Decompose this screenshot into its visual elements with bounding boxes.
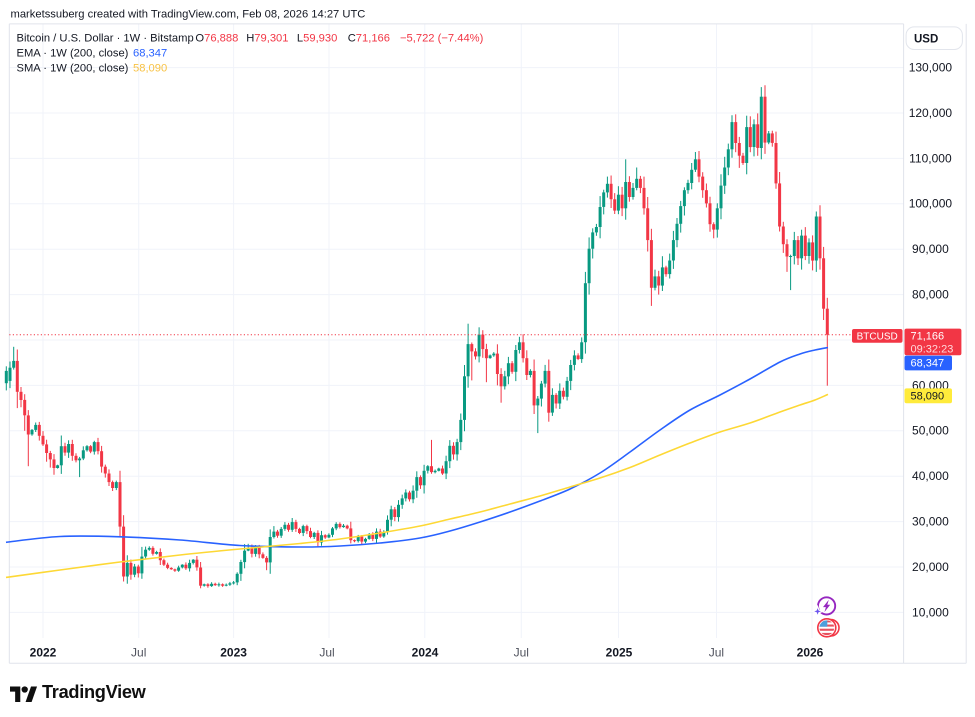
svg-text:Bitcoin / U.S. Dollar · 1W · B: Bitcoin / U.S. Dollar · 1W · Bitstamp xyxy=(17,33,194,45)
svg-text:marketssuberg created with Tra: marketssuberg created with TradingView.c… xyxy=(11,8,366,20)
svg-text:2023: 2023 xyxy=(220,646,247,660)
svg-text:2025: 2025 xyxy=(606,646,633,660)
svg-text:C71,166: C71,166 xyxy=(348,33,390,45)
svg-text:71,166: 71,166 xyxy=(911,330,945,342)
svg-text:−5,722 (−7.44%): −5,722 (−7.44%) xyxy=(400,33,484,45)
svg-text:2022: 2022 xyxy=(30,646,57,660)
svg-text:100,000: 100,000 xyxy=(909,197,953,211)
svg-text:2026: 2026 xyxy=(797,646,824,660)
svg-text:USD: USD xyxy=(914,33,938,45)
svg-text:Jul: Jul xyxy=(514,646,529,660)
svg-text:30,000: 30,000 xyxy=(912,515,949,529)
svg-text:120,000: 120,000 xyxy=(909,106,953,120)
svg-text:L59,930: L59,930 xyxy=(297,33,337,45)
svg-text:Jul: Jul xyxy=(709,646,724,660)
svg-text:110,000: 110,000 xyxy=(909,151,952,165)
svg-text:68,347: 68,347 xyxy=(911,358,945,370)
svg-text:EMA · 1W (200, close): EMA · 1W (200, close) xyxy=(17,48,129,60)
svg-text:68,347: 68,347 xyxy=(133,48,167,60)
svg-text:Jul: Jul xyxy=(319,646,334,660)
svg-text:10,000: 10,000 xyxy=(912,605,949,619)
svg-text:09:32:23: 09:32:23 xyxy=(911,344,954,356)
svg-text:58,090: 58,090 xyxy=(911,391,945,403)
svg-text:40,000: 40,000 xyxy=(912,469,949,483)
svg-text:130,000: 130,000 xyxy=(909,61,953,75)
svg-text:50,000: 50,000 xyxy=(912,424,949,438)
svg-text:90,000: 90,000 xyxy=(912,242,949,256)
svg-text:O76,888: O76,888 xyxy=(195,33,238,45)
svg-text:80,000: 80,000 xyxy=(912,288,949,302)
svg-text:BTCUSD: BTCUSD xyxy=(857,331,898,342)
svg-text:2024: 2024 xyxy=(412,646,439,660)
svg-text:H79,301: H79,301 xyxy=(246,33,288,45)
svg-text:SMA · 1W (200, close): SMA · 1W (200, close) xyxy=(17,63,129,75)
svg-text:TradingView: TradingView xyxy=(42,682,147,702)
svg-text:Jul: Jul xyxy=(131,646,146,660)
svg-text:20,000: 20,000 xyxy=(912,560,949,574)
svg-text:58,090: 58,090 xyxy=(133,63,167,75)
